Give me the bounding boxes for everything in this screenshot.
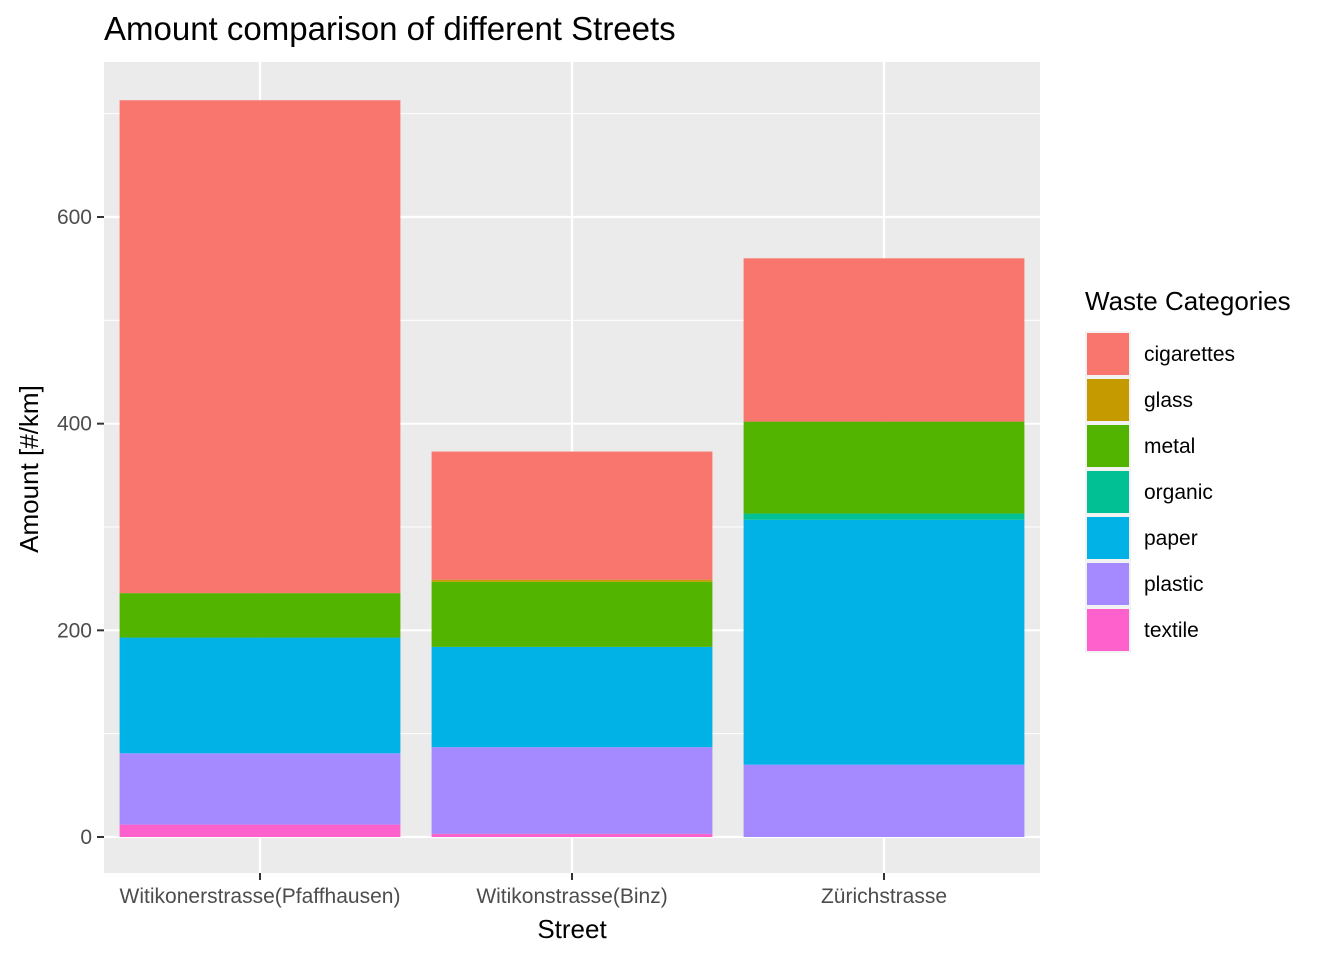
bar-segment-textile [431,833,713,837]
legend-label-plastic: plastic [1144,573,1204,596]
x-axis-title: Street [537,914,607,944]
legend-title: Waste Categories [1085,286,1291,316]
y-axis: 0 200 400 600 [57,206,104,849]
legend-swatch-plastic [1087,563,1129,605]
x-axis: Witikonerstrasse(Pfaffhausen) Witikonstra… [120,873,947,908]
bar-segment-organic [743,513,1025,520]
bar-segment-plastic [743,764,1025,837]
bar-segment-paper [119,637,401,754]
bar-segment-metal [743,421,1025,514]
legend-label-cigarettes: cigarettes [1144,343,1235,366]
chart-title: Amount comparison of different Streets [104,10,676,47]
y-tick-label: 400 [57,413,92,436]
legend-swatch-cigarettes [1087,333,1129,375]
bar-segment-cigarettes [431,451,713,580]
legend: Waste Categories cigarettes glass metal org… [1085,286,1291,653]
bar-segment-plastic [431,747,713,834]
y-tick-label: 600 [57,206,92,229]
bar-segment-metal [119,593,401,638]
bar-segment-cigarettes [743,258,1025,422]
x-tick-label: Zürichstrasse [821,885,947,908]
legend-label-metal: metal [1144,435,1195,458]
legend-swatch-paper [1087,517,1129,559]
y-tick-label: 200 [57,619,92,642]
bar-segment-cigarettes [119,100,401,594]
bar-segment-paper [743,519,1025,765]
legend-label-glass: glass [1144,389,1193,412]
legend-swatch-textile [1087,609,1129,651]
bars-group [119,100,1025,837]
legend-label-organic: organic [1144,481,1213,504]
legend-label-paper: paper [1144,527,1198,550]
bar-segment-plastic [119,753,401,825]
bar-segment-paper [431,646,713,748]
x-tick-label: Witikonerstrasse(Pfaffhausen) [120,885,401,908]
legend-swatch-organic [1087,471,1129,513]
legend-label-textile: textile [1144,619,1199,642]
legend-swatch-glass [1087,379,1129,421]
y-axis-title: Amount [#/km] [14,385,44,553]
bar-segment-metal [431,581,713,647]
bar-segment-textile [119,824,401,837]
y-tick-label: 0 [80,826,92,849]
x-tick-label: Witikonstrasse(Binz) [476,885,667,908]
legend-swatch-metal [1087,425,1129,467]
bar-segment-glass [431,579,713,582]
